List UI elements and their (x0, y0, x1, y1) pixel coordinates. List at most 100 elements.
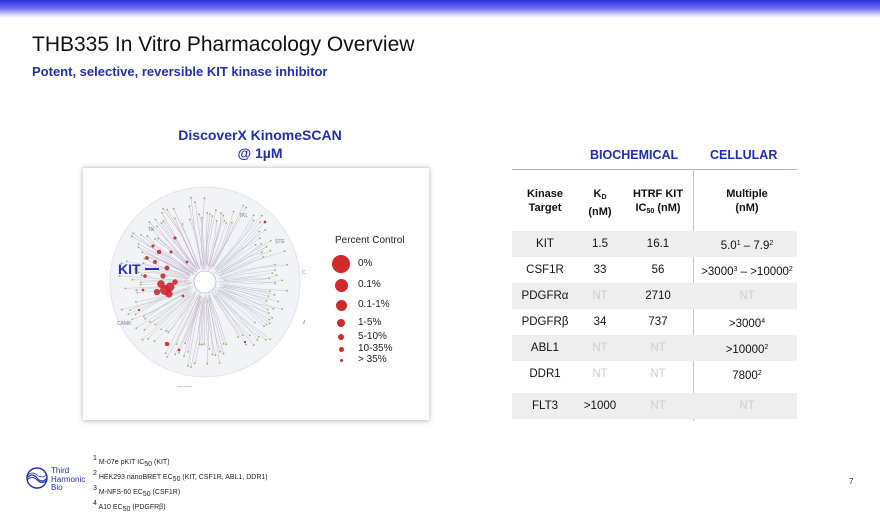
table-row: KIT 1.5 16.1 5.01 – 7.92 (512, 231, 797, 257)
tree-branch (161, 212, 198, 271)
tree-leaf (215, 220, 218, 222)
tree-branch (208, 294, 224, 344)
tree-hit-marker (160, 273, 166, 279)
tree-branch (218, 280, 283, 285)
tree-leaf (160, 222, 163, 224)
kinome-dendrogram: TKTKLSTECK1AGCCAMKCMGCOTHER (109, 186, 305, 387)
tree-branch (140, 282, 193, 286)
tree-leaf (157, 237, 159, 240)
cellular-value-a: 7800 (732, 370, 758, 382)
tree-leaf (139, 283, 142, 286)
tree-leaf (277, 300, 280, 303)
cell-kinase-target: KIT (536, 238, 554, 250)
tree-leaf (254, 321, 256, 324)
tree-leaf (286, 289, 288, 292)
kinome-title-line2: @ 1µM (237, 145, 283, 161)
tree-hit-marker (177, 348, 181, 352)
cell-kd: 34 (593, 316, 607, 328)
tree-leaf (254, 243, 257, 246)
tree-branch (176, 294, 200, 345)
tree-branch (224, 285, 275, 296)
tree-leaf (129, 309, 132, 311)
cellular-footnote-a: 4 (761, 318, 766, 325)
tree-leaf (222, 352, 225, 355)
tree-leaf (257, 336, 260, 338)
tree-hit-marker (143, 274, 147, 278)
tree-leaf (203, 343, 206, 345)
cell-kd: >1000 (583, 400, 617, 412)
tree-leaf (167, 331, 170, 334)
tree-leaf (140, 274, 143, 277)
tree-branch (208, 293, 227, 345)
tree-leaf (245, 206, 248, 209)
cellular-footnote-a: 2 (757, 370, 762, 377)
tree-leaf (281, 308, 283, 310)
tree-leaf (174, 353, 177, 356)
cellular-value-a: NT (739, 290, 755, 302)
tree-branch (213, 295, 239, 338)
tree-leaf (193, 362, 196, 365)
header-cell-line1: Multiple (726, 188, 768, 200)
tree-leaf (140, 281, 142, 284)
tree-branch (194, 202, 204, 270)
tree-branch (214, 215, 254, 270)
tree-branch (134, 268, 188, 280)
tree-branch (215, 237, 261, 274)
cell-cellular: NT (697, 283, 797, 309)
tree-leaf (268, 290, 271, 293)
tree-branch (207, 210, 217, 266)
tree-leaf (146, 235, 149, 238)
tree-hit-marker (169, 250, 173, 254)
legend-label: 5-10% (358, 331, 387, 342)
table-row: CSF1R 33 56 >30003 – >100002 (512, 257, 797, 283)
tree-leaf (135, 327, 138, 329)
page-number: 7 (849, 477, 854, 486)
footnote-text: M-NFS-60 EC (98, 489, 143, 496)
tree-branch (219, 264, 276, 279)
cell-htrf: 2710 (645, 290, 671, 302)
table-row: PDGFRα NT 2710 NT (512, 283, 797, 309)
tree-leaf (153, 340, 156, 343)
tree-branch (223, 277, 270, 282)
tree-branch (161, 292, 196, 330)
tree-leaf (211, 215, 214, 217)
tree-leaf (269, 240, 272, 242)
legend-label: 0.1% (358, 279, 381, 290)
tree-leaf (274, 263, 276, 266)
header-divider (512, 169, 797, 170)
figure-top-line (83, 167, 429, 168)
tree-leaf (215, 209, 217, 212)
tree-leaf (211, 353, 214, 356)
footnotes: 1 M-07e pKIT IC50 (KIT) 2 HEK293 nanoBRET… (93, 454, 268, 514)
tree-leaf (231, 221, 233, 224)
tree-hit-marker (153, 260, 157, 264)
tree-group-label: CAMK (117, 321, 132, 327)
tree-branch (201, 217, 205, 269)
tree-branch (207, 298, 216, 356)
legend-dot (334, 278, 348, 292)
tree-branch (167, 209, 197, 265)
tree-leaf (273, 294, 276, 296)
tree-branch (152, 229, 196, 273)
logo-line3: Bio (51, 483, 63, 492)
table-row: FLT3 >1000 NT NT (512, 393, 797, 419)
footnote-sub: 50 (144, 461, 153, 468)
table-row: DDR1 NT NT 78002 (512, 361, 797, 387)
header-htrf-ic: IC (635, 202, 647, 214)
tree-group-label: AGC (303, 320, 305, 326)
tree-hit-marker (156, 249, 162, 255)
logo-wordmark: Third Harmonic Bio (51, 466, 85, 493)
cell-cellular: NT (697, 393, 797, 419)
tree-leaf (264, 229, 267, 231)
tree-branch (190, 301, 203, 368)
tree-leaf (137, 243, 140, 245)
tree-leaf (265, 245, 268, 248)
tree-leaf (265, 300, 268, 302)
table-row: ABL1 NT NT >100002 (512, 335, 797, 361)
tree-branch (221, 246, 267, 273)
cell-cellular: >30003 – >100002 (697, 257, 797, 283)
cell-cellular: 78002 (697, 361, 797, 387)
kinome-title-line1: DiscoverX KinomeSCAN (178, 127, 342, 143)
footnote-text: A10 EC (98, 504, 123, 511)
footnote-sub: 50 (122, 506, 131, 513)
